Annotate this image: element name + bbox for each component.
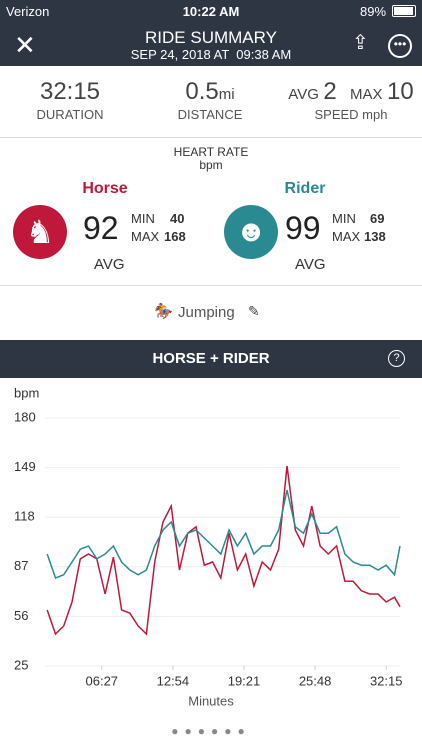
speed: AVG 2 MAX 10 [280, 78, 422, 106]
x-tick-label: 32:15 [370, 673, 403, 688]
rider-min: 69 [370, 211, 385, 226]
avg-speed: 2 [323, 78, 337, 105]
rider-max: 138 [364, 229, 386, 244]
rider-min-label: MIN [332, 211, 356, 226]
hr-unit: bpm [199, 158, 223, 172]
y-tick-label: 149 [14, 459, 36, 474]
duration-label: DURATION [36, 107, 104, 122]
activity: Jumping [178, 304, 235, 321]
section-title: HORSE + RIDER [152, 350, 270, 367]
rider-icon: ☻ [224, 205, 278, 259]
divider [0, 137, 422, 138]
header-bar [0, 0, 422, 66]
max-label: MAX [350, 86, 383, 103]
share-button[interactable]: ⇪ [352, 32, 369, 54]
rider-max-label: MAX [332, 229, 361, 244]
line-rider [46, 489, 401, 579]
horse-max-label: MAX [131, 229, 160, 244]
horse-max: 168 [164, 229, 186, 244]
chart: bpm Minutes 25 56 87 118 149 180 06:27 12:54 19:… [14, 385, 403, 708]
y-axis-label: bpm [14, 385, 39, 400]
rider-name: Rider [284, 180, 326, 197]
battery: 89% [360, 4, 387, 19]
distance: 0.5mi [140, 78, 280, 106]
close-button[interactable]: ✕ [14, 30, 36, 60]
duration-value: 32:15 [39, 78, 101, 105]
horse-icon: ♞ [13, 205, 67, 259]
horse-avg: 92 [83, 210, 119, 246]
rider-avg: 99 [285, 210, 321, 246]
horse-min: 40 [170, 211, 185, 226]
edit-button[interactable]: ✎ [248, 303, 260, 319]
y-tick-label: 56 [14, 608, 28, 623]
avg-label: AVG [288, 86, 319, 103]
section-bar [0, 340, 422, 378]
distance-value: 0.5 [185, 78, 219, 105]
rider-avg-label: AVG [295, 256, 326, 273]
help-button[interactable]: ? [388, 350, 405, 367]
speed-label: SPEED mph [314, 107, 388, 122]
distance-label: DISTANCE [177, 107, 243, 122]
x-tick-label: 19:21 [228, 673, 261, 688]
y-tick-label: 87 [14, 558, 28, 573]
header-title: RIDE SUMMARY [145, 28, 277, 47]
clock: 10:22 AM [182, 4, 240, 19]
horse-min-label: MIN [131, 211, 155, 226]
x-tick-label: 25:48 [299, 673, 332, 688]
jump-icon: 🏇 [154, 303, 173, 320]
horse-name: Horse [82, 180, 128, 197]
line-horse [46, 465, 401, 636]
y-tick-label: 180 [14, 409, 36, 424]
carrier: Verizon [6, 4, 50, 19]
page-dots[interactable]: ●●●●●● [171, 724, 251, 738]
battery-icon [392, 5, 416, 17]
y-tick-label: 118 [14, 509, 35, 524]
max-speed: 10 [387, 78, 414, 105]
horse-avg-label: AVG [94, 256, 125, 273]
x-axis-label: Minutes [188, 693, 234, 708]
distance-unit: mi [218, 86, 235, 103]
more-button[interactable]: ••• [388, 34, 412, 58]
hr-title: HEART RATE [173, 145, 249, 159]
header-subtitle: SEP 24, 2018 AT 09:38 AM [130, 47, 292, 62]
y-tick-label: 25 [14, 657, 28, 672]
x-tick-label: 12:54 [157, 673, 190, 688]
x-tick-label: 06:27 [86, 673, 119, 688]
divider [0, 285, 422, 286]
